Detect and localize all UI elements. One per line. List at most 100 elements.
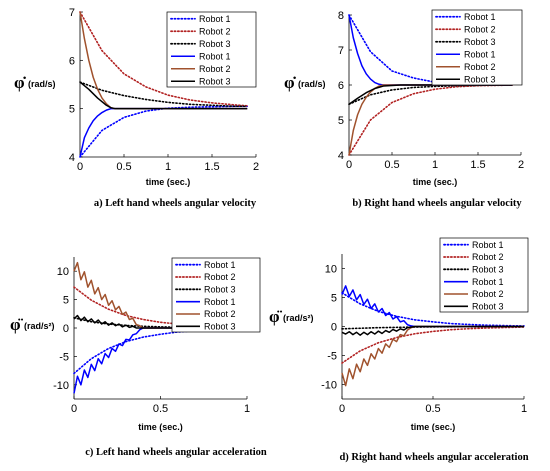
series-line-6 [348, 84, 513, 105]
x-tick-label: 0 [339, 403, 345, 415]
y-tick-label: 8 [338, 10, 344, 22]
legend-label: Robot 3 [199, 39, 231, 49]
legend: Robot 1 Robot 2 Robot 3 Robot 1 Robot 2 Robot… [431, 9, 523, 86]
y-tick-label: 6 [69, 55, 75, 67]
legend-label: Robot 1 [472, 277, 504, 287]
series-line-1 [73, 327, 248, 375]
x-tick-label: 1.5 [470, 159, 485, 171]
legend-label: Robot 2 [464, 62, 496, 72]
series-line-2 [341, 326, 525, 364]
x-axis-label: time (sec.) [413, 177, 458, 187]
y-axis-symbol: φ̇ [284, 73, 297, 92]
y-tick-label: 5 [331, 293, 337, 305]
x-axis-label: time (sec.) [411, 422, 456, 432]
legend-label: Robot 2 [199, 26, 231, 36]
legend-label: Robot 3 [472, 302, 504, 312]
panel-caption: d) Right hand wheels angular acceleratio… [339, 452, 528, 463]
y-axis-unit: (rad/s) [28, 79, 56, 89]
y-axis-unit: (rad/s²) [24, 321, 55, 331]
legend-label: Robot 3 [464, 74, 496, 84]
legend-box [166, 11, 257, 88]
legend-label: Robot 2 [472, 252, 504, 262]
x-tick-label: 0 [77, 161, 83, 173]
x-tick-label: 1 [521, 403, 527, 415]
y-tick-label: 10 [325, 264, 337, 276]
x-axis-label: time (sec.) [138, 422, 183, 432]
legend-label: Robot 1 [199, 51, 231, 61]
series-line-5 [348, 84, 513, 156]
x-tick-label: 2 [518, 159, 524, 171]
panel-caption: b) Right hand wheels angular velocity [352, 198, 522, 209]
x-tick-label: 1 [432, 159, 438, 171]
panel-caption: c) Left hand wheels angular acceleration [85, 447, 267, 458]
y-tick-label: -5 [59, 351, 69, 363]
y-tick-label: 4 [338, 150, 344, 162]
y-axis-symbol: φ̈ [269, 307, 283, 326]
y-tick-label: -10 [321, 380, 337, 392]
series-line-2 [348, 84, 514, 156]
y-tick-label: 0 [63, 323, 69, 335]
legend-label: Robot 1 [204, 260, 236, 270]
series-line-1 [341, 292, 525, 327]
series-line-2 [79, 11, 248, 107]
series-line-6 [341, 325, 524, 336]
y-tick-label: 5 [63, 295, 69, 307]
x-tick-label: 0.5 [384, 159, 399, 171]
series-line-3 [79, 81, 248, 108]
legend-label: Robot 3 [464, 37, 496, 47]
x-tick-label: 1 [165, 161, 171, 173]
y-tick-label: 6 [338, 80, 344, 92]
series-line-4 [79, 107, 248, 158]
legend-label: Robot 1 [472, 240, 504, 250]
series-line-6 [73, 314, 247, 329]
x-tick-label: 1 [244, 403, 250, 415]
y-tick-label: -5 [327, 351, 337, 363]
legend-box [171, 257, 261, 333]
y-tick-label: 7 [69, 7, 75, 19]
legend-label: Robot 2 [204, 309, 236, 319]
series-line-5 [341, 325, 524, 387]
panel-caption: a) Left hand wheels angular velocity [94, 198, 257, 209]
chart-panel-d: 0 0.5 1 10 5 0 -5 -10 Robot 1 Robot 2 Robot 3 Robot… [269, 237, 529, 463]
series-line-4 [73, 327, 247, 394]
y-axis-unit: (rad/s) [298, 79, 326, 89]
y-axis-symbol: φ̈ [10, 315, 24, 334]
legend-label: Robot 3 [472, 265, 504, 275]
legend: Robot 1 Robot 2 Robot 3 Robot 1 Robot 2 Robot… [171, 257, 261, 333]
x-tick-label: 0.5 [116, 161, 131, 173]
x-tick-label: 2 [253, 161, 259, 173]
legend-label: Robot 3 [204, 285, 236, 295]
legend-label: Robot 2 [464, 24, 496, 34]
legend-label: Robot 1 [464, 49, 496, 59]
legend-label: Robot 2 [204, 272, 236, 282]
legend-label: Robot 3 [199, 76, 231, 86]
series-line-3 [348, 84, 514, 106]
legend: Robot 1 Robot 2 Robot 3 Robot 1 Robot 2 Robot… [166, 11, 257, 88]
y-axis-symbol: φ̇ [14, 73, 27, 92]
y-tick-label: 0 [331, 322, 337, 334]
x-tick-label: 0.5 [425, 403, 440, 415]
y-tick-label: 10 [57, 266, 69, 278]
x-tick-label: 0 [71, 403, 77, 415]
legend-label: Robot 1 [204, 297, 236, 307]
y-tick-label: 7 [338, 45, 344, 57]
x-axis-label: time (sec.) [146, 177, 191, 187]
legend-label: Robot 1 [464, 12, 496, 22]
legend-box [431, 9, 523, 86]
y-tick-label: 5 [338, 115, 344, 127]
y-axis-unit: (rad/s²) [283, 313, 314, 323]
y-tick-label: 5 [69, 104, 75, 116]
series-line-1 [79, 105, 248, 158]
x-tick-label: 0 [346, 159, 352, 171]
x-tick-label: 0.5 [153, 403, 168, 415]
legend-label: Robot 1 [199, 14, 231, 24]
legend-box [439, 237, 529, 313]
y-tick-label: 4 [69, 152, 75, 164]
series-group [79, 11, 248, 158]
legend-label: Robot 2 [199, 64, 231, 74]
legend-label: Robot 3 [204, 322, 236, 332]
